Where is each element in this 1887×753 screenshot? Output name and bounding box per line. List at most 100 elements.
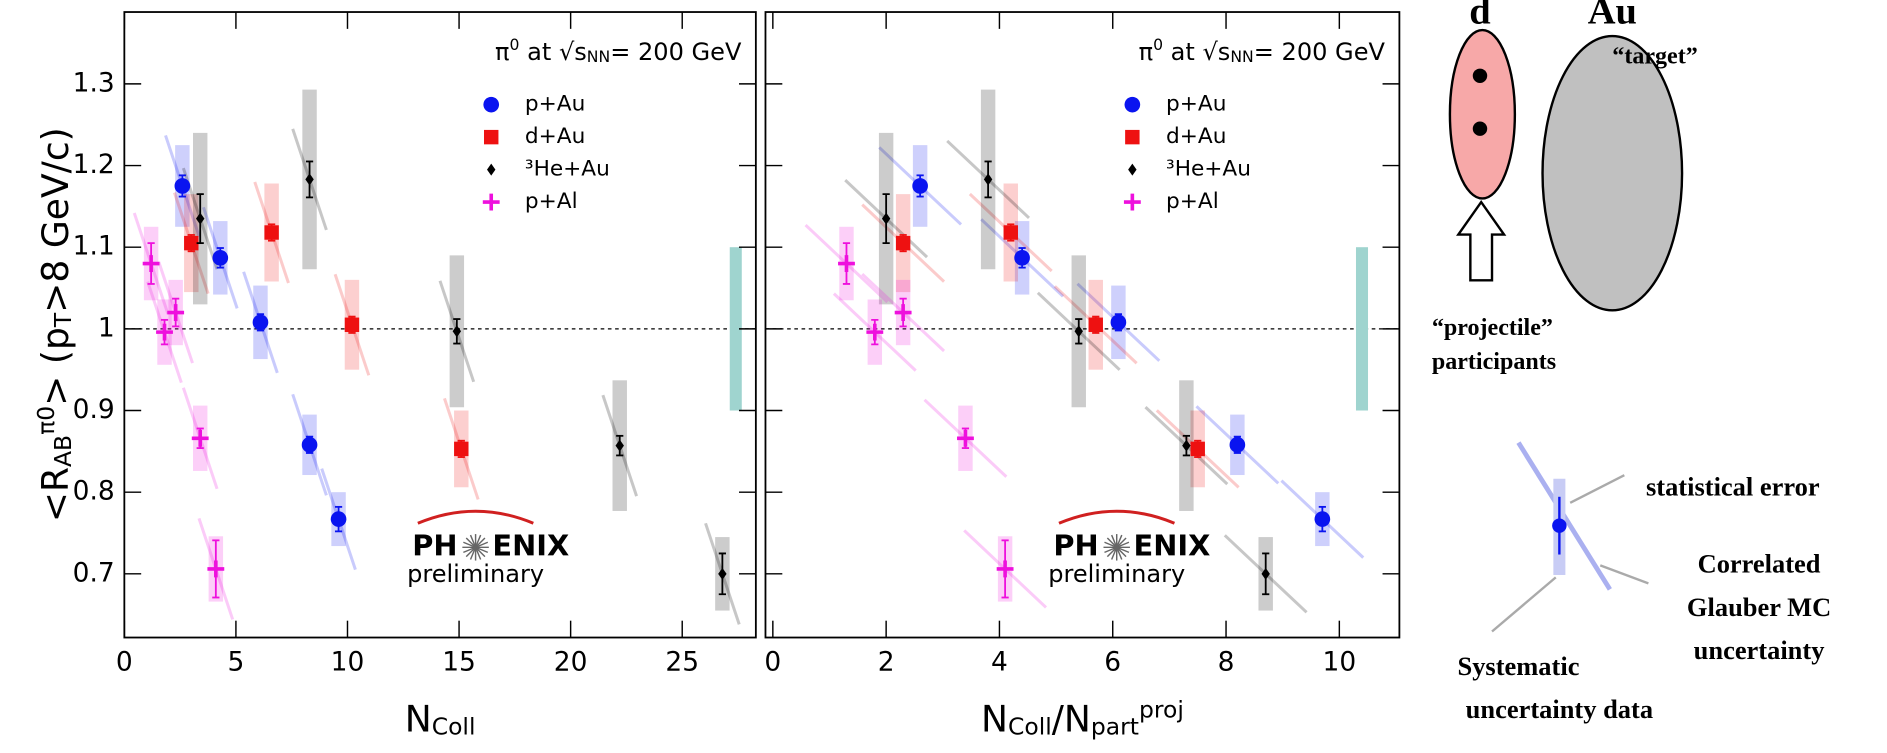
x-axis-label: NColl	[405, 699, 476, 741]
plot-area	[765, 89, 1400, 614]
point	[454, 441, 469, 457]
logo-text: ENIX	[492, 528, 569, 562]
point	[1110, 314, 1127, 331]
legend-label: d+Au	[1166, 124, 1226, 149]
point	[156, 323, 173, 341]
annotation-part: s	[574, 38, 587, 66]
point	[615, 439, 624, 452]
point	[1190, 441, 1205, 457]
annotation-part: 0	[510, 35, 520, 54]
annotation-part: = 200 GeV	[1254, 38, 1386, 66]
y-tick-label: 0.9	[73, 394, 115, 425]
logo-text: ENIX	[1134, 528, 1211, 562]
point	[996, 560, 1014, 578]
point	[1088, 317, 1103, 332]
target-label: “target”	[1612, 43, 1697, 69]
point	[912, 178, 928, 194]
point	[1182, 439, 1191, 452]
point	[894, 304, 912, 321]
sys-label: Systematic	[1457, 651, 1579, 681]
legend-marker	[1125, 129, 1140, 145]
x-axis-label-part: /N	[1052, 699, 1091, 741]
x-tick-label: 4	[991, 646, 1008, 677]
x-tick-label: 5	[227, 646, 244, 677]
x-tick-label: 20	[554, 646, 588, 677]
logo-star	[1104, 541, 1130, 554]
glauber-label: uncertainty	[1694, 635, 1825, 665]
y-axis-label-part: π0	[32, 406, 60, 435]
y-tick-label: 1	[98, 312, 115, 343]
y-axis-label-part: AB	[50, 435, 78, 467]
x-axis-label: NColl/Npartproj	[981, 696, 1184, 741]
point	[838, 255, 855, 272]
y-axis-label-part: <R	[35, 467, 77, 522]
point	[212, 249, 229, 266]
logo-text: PH	[1053, 528, 1098, 562]
legend-marker	[1128, 163, 1137, 176]
point	[167, 304, 185, 321]
glauber-label: Correlated	[1698, 549, 1821, 579]
y-tick-label: 0.7	[73, 557, 115, 588]
point	[895, 235, 911, 251]
point	[957, 429, 974, 447]
x-tick-label: 25	[665, 646, 699, 677]
legend-marker	[482, 193, 500, 211]
point	[191, 429, 209, 447]
point	[305, 173, 314, 186]
y-tick-label: 1.2	[73, 149, 115, 180]
legend-label: ³He+Au	[525, 157, 610, 182]
legend-label: p+Al	[525, 189, 578, 214]
logo-star	[463, 541, 489, 554]
legend-marker	[484, 129, 499, 145]
legend-marker	[1124, 96, 1141, 113]
legend-marker	[483, 96, 500, 113]
point	[252, 314, 269, 331]
schematic: d Au “target” “projectile” participants …	[1432, 0, 1831, 724]
nucleon	[1472, 68, 1488, 83]
x-axis-label-part: part	[1091, 713, 1139, 741]
legend-marker	[1123, 193, 1141, 211]
legend-label: p+Al	[1166, 189, 1219, 214]
y-axis-label-part: T	[50, 312, 78, 328]
logo-arc	[417, 509, 534, 525]
legend-label: d+Au	[525, 124, 585, 149]
pointer	[1569, 474, 1625, 504]
annotation-part: at √	[519, 38, 574, 66]
x-axis-label-part: proj	[1139, 696, 1184, 724]
annotation-part: NN	[587, 47, 610, 66]
stat-label: statistical error	[1646, 472, 1820, 502]
x-tick-label: 15	[442, 646, 476, 677]
point	[142, 255, 160, 272]
demo-point	[1552, 518, 1567, 533]
point	[1014, 249, 1030, 266]
x-tick-label: 8	[1218, 646, 1235, 677]
point	[330, 511, 347, 527]
y-tick-label: 1.3	[73, 67, 115, 98]
annotation-part: 0	[1153, 35, 1163, 54]
x-axis-label-part: Coll	[1008, 713, 1052, 741]
x-tick-label: 2	[878, 646, 895, 677]
logo-text: PH	[412, 528, 457, 562]
gold-nucleus	[1541, 34, 1684, 312]
d-label: d	[1469, 0, 1490, 32]
panel: 0 5 10 15 20 25 0.7 0.8 0.9 1 1.1 1.2 1.3 p+Au d+Au ³He…	[73, 11, 757, 677]
point	[1003, 225, 1018, 240]
x-tick-label: 6	[1104, 646, 1121, 677]
logo-sub: preliminary	[407, 560, 544, 588]
x-tick-label: 0	[764, 646, 781, 677]
pointer	[1599, 564, 1649, 585]
y-tick-label: 1.1	[73, 231, 115, 262]
logo-sub: preliminary	[1048, 560, 1185, 588]
x-axis-label-part: Coll	[432, 713, 476, 741]
y-tick-label: 0.8	[73, 476, 115, 507]
x-tick-label: 10	[1323, 646, 1357, 677]
arrow	[1456, 199, 1507, 282]
au-label: Au	[1588, 0, 1637, 32]
sys-label: uncertainty data	[1466, 694, 1653, 724]
point	[196, 212, 205, 225]
legend-marker	[487, 163, 496, 176]
y-axis-label-part: >8 GeV/c)	[35, 127, 77, 313]
point	[1314, 511, 1331, 527]
pointer	[1491, 576, 1557, 633]
